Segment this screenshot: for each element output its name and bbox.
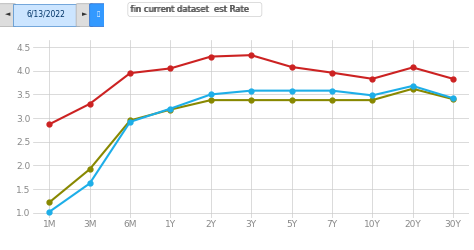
FancyBboxPatch shape (0, 4, 16, 26)
FancyBboxPatch shape (90, 4, 106, 26)
Text: fin current dataset  est Rate: fin current dataset est Rate (131, 6, 249, 15)
FancyBboxPatch shape (12, 4, 79, 26)
Text: 6/13/2022: 6/13/2022 (27, 9, 65, 18)
Text: 📷: 📷 (96, 11, 100, 16)
Text: ►: ► (82, 11, 87, 17)
Text: ◄: ◄ (5, 11, 10, 17)
Text: fin current dataset  est Rate: fin current dataset est Rate (130, 5, 259, 14)
FancyBboxPatch shape (76, 4, 93, 26)
